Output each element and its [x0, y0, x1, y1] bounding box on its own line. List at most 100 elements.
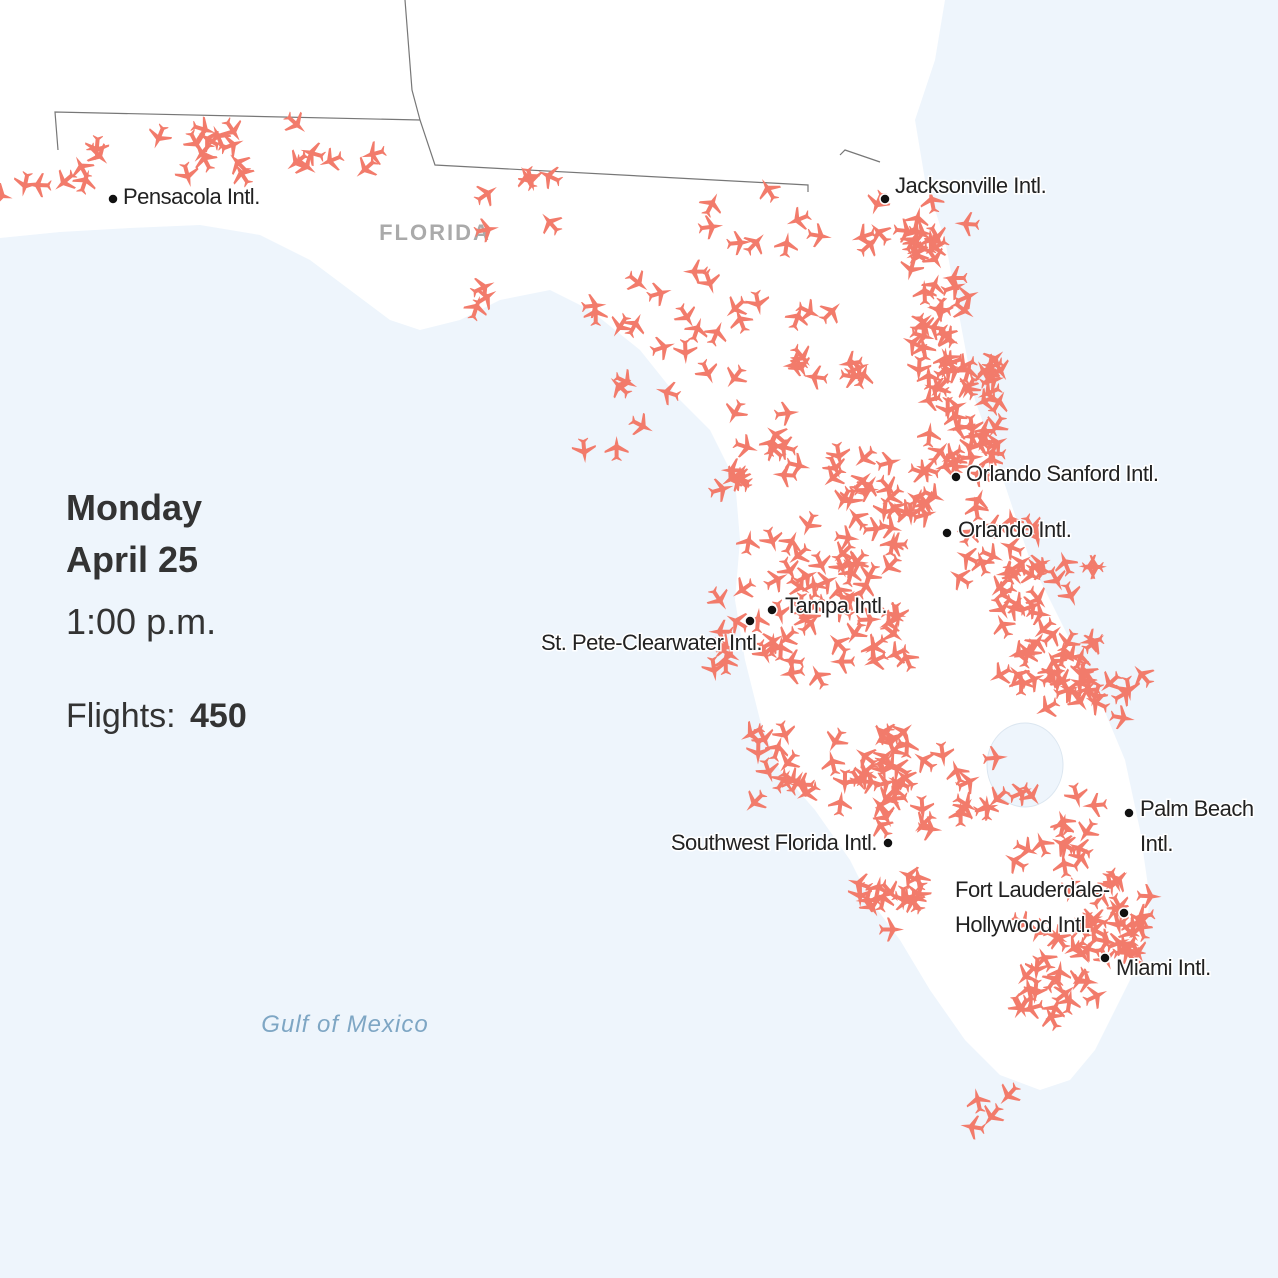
- lake-okeechobee: [986, 722, 1064, 808]
- plane: [833, 590, 855, 613]
- plane: [966, 1088, 991, 1114]
- plane: [1109, 705, 1135, 730]
- plane: [982, 746, 1008, 771]
- plane: [934, 453, 961, 477]
- plane: [149, 123, 173, 149]
- time: 1:00 p.m.: [66, 601, 216, 642]
- plane: [571, 437, 596, 463]
- plane: [964, 496, 989, 522]
- plane: [1002, 597, 1028, 622]
- plane: [1115, 675, 1140, 701]
- plane: [26, 173, 52, 198]
- plane: [905, 892, 926, 915]
- plane: [869, 755, 894, 781]
- plane: [991, 574, 1013, 596]
- plane: [1017, 596, 1044, 620]
- plane: [1000, 508, 1025, 534]
- plane: [1077, 908, 1103, 933]
- plane: [862, 517, 888, 542]
- plane: [283, 111, 306, 132]
- day: Monday: [66, 487, 202, 528]
- plane: [1042, 1006, 1065, 1032]
- plane: [1036, 695, 1061, 717]
- plane: [818, 303, 840, 325]
- plane: [1053, 679, 1079, 704]
- date: April 25: [66, 539, 198, 580]
- plane: [1126, 946, 1147, 970]
- plane: [218, 134, 244, 158]
- plane: [914, 752, 938, 774]
- plane: [898, 866, 924, 890]
- plane: [701, 655, 726, 682]
- plane: [856, 769, 883, 794]
- plane: [746, 789, 768, 811]
- plane: [735, 530, 760, 556]
- airport-dot: [744, 615, 756, 627]
- plane: [767, 427, 790, 448]
- plane: [987, 412, 1009, 437]
- plane: [624, 270, 648, 291]
- plane: [683, 259, 708, 284]
- plane: [828, 552, 852, 578]
- plane: [1056, 989, 1081, 1016]
- plane: [950, 569, 974, 591]
- plane: [912, 280, 937, 306]
- plane: [972, 419, 997, 443]
- plane: [230, 154, 252, 176]
- plane: [824, 464, 847, 486]
- plane: [870, 887, 895, 913]
- plane: [896, 770, 919, 791]
- plane: [1017, 977, 1042, 1003]
- airport-label: Fort Lauderdale-: [955, 877, 1110, 902]
- plane: [915, 459, 942, 483]
- plane: [954, 772, 980, 795]
- plane: [904, 207, 929, 233]
- plane: [850, 364, 874, 390]
- plane: [763, 570, 788, 593]
- airport-dot: [1123, 807, 1135, 819]
- plane: [925, 234, 950, 256]
- plane: [796, 779, 821, 802]
- plane: [891, 887, 916, 911]
- plane: [1019, 995, 1045, 1019]
- plane: [791, 605, 815, 627]
- plane: [988, 594, 1011, 619]
- plane: [1009, 910, 1033, 932]
- airport-label: St. Pete-Clearwater Intl.: [541, 630, 762, 655]
- plane: [1025, 554, 1051, 578]
- plane: [1084, 681, 1109, 707]
- plane: [1012, 836, 1038, 860]
- airport-label: Tampa Intl.: [785, 593, 887, 618]
- plane: [960, 1115, 986, 1140]
- airports: Pensacola Intl. Jacksonville Intl. Orlando…: [107, 171, 1256, 981]
- plane: [978, 542, 1004, 566]
- plane: [780, 749, 801, 772]
- plane: [730, 308, 754, 334]
- plane: [929, 297, 954, 323]
- plane: [982, 434, 1008, 457]
- plane: [812, 571, 838, 595]
- plane: [953, 286, 979, 310]
- plane: [190, 116, 216, 141]
- plane: [732, 576, 757, 598]
- plane: [1068, 839, 1094, 862]
- plane: [945, 451, 969, 477]
- plane: [802, 573, 827, 600]
- plane: [1055, 836, 1080, 859]
- airport-dot: [950, 471, 962, 483]
- plane: [946, 760, 970, 786]
- plane: [612, 368, 638, 392]
- plane: [708, 619, 734, 644]
- plane: [361, 141, 387, 165]
- plane: [1114, 934, 1139, 957]
- plane: [1082, 986, 1108, 1010]
- plane: [732, 434, 758, 458]
- plane: [1014, 643, 1038, 669]
- plane: [764, 736, 789, 763]
- plane: [877, 878, 899, 902]
- plane: [755, 757, 779, 783]
- plane: [767, 599, 791, 625]
- plane: [771, 720, 796, 746]
- plane: [1105, 872, 1128, 893]
- plane: [759, 526, 783, 552]
